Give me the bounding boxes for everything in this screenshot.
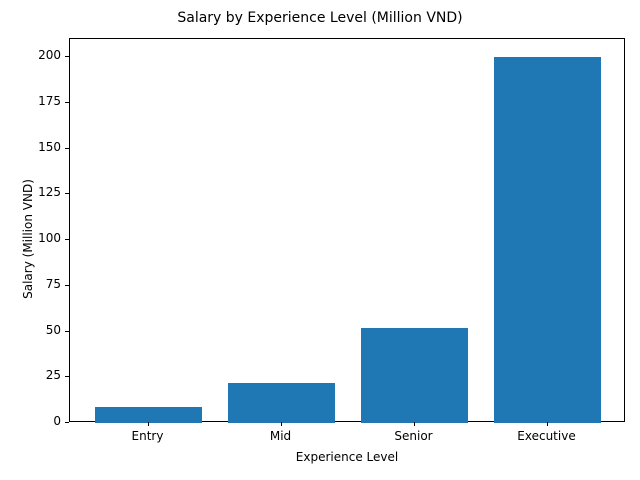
y-tick [65,101,69,103]
y-tick [65,422,69,423]
y-tick [65,193,69,195]
y-tick-label: 75 [45,276,61,291]
x-tick-label: Executive [517,429,576,443]
y-tick-label: 125 [38,185,61,200]
x-axis-label: Experience Level [295,450,399,464]
bar-entry [95,406,202,423]
y-tick-label: 50 [45,322,61,337]
y-tick-label: 150 [38,139,61,154]
plot-area [69,38,625,423]
bar-executive [494,57,601,423]
x-tick-label: Mid [269,429,292,443]
y-tick-label: 100 [38,231,61,245]
x-tick [280,422,282,426]
bar-mid [228,382,335,423]
chart-title: Salary by Experience Level (Million VND) [177,10,463,26]
y-tick-label: 200 [38,48,61,62]
x-tick [546,422,548,426]
y-tick [65,239,69,240]
y-tick-label: 175 [38,93,61,108]
x-tick [147,422,149,426]
y-tick [65,330,69,332]
y-tick [65,147,69,149]
y-tick-label: 25 [45,368,61,383]
y-tick [65,376,69,378]
bar-senior [361,327,468,423]
y-tick [65,56,69,57]
y-tick-label: 0 [53,414,61,428]
x-tick-label: Senior [394,429,433,443]
y-tick [65,284,69,286]
x-tick-label: Entry [131,429,164,443]
x-tick [413,422,415,426]
